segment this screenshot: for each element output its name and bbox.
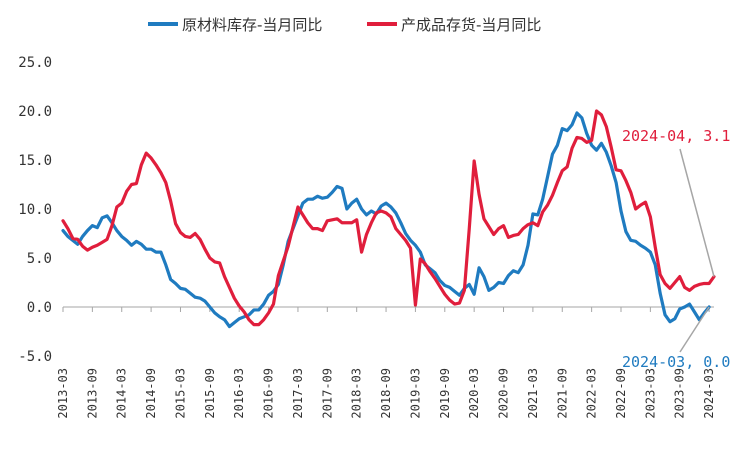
- y-tick-label: 15.0: [18, 153, 52, 169]
- x-tick-label: 2019-03: [408, 368, 422, 419]
- legend-label-finished-goods: 产成品存货-当月同比: [401, 16, 541, 34]
- x-tick-label: 2023-09: [673, 368, 687, 419]
- x-tick-label: 2022-03: [585, 368, 599, 419]
- series-lines: [61, 109, 716, 329]
- annotation-label: 2024-03, 0.0: [622, 353, 730, 371]
- x-tick-label: 2015-09: [203, 368, 217, 419]
- y-tick-label: -5.0: [18, 349, 52, 365]
- y-axis: 25.0 20.0 15.0 10.0 5.0 0.0 -5.0: [18, 55, 52, 365]
- y-tick-label: 0.0: [27, 300, 52, 316]
- x-tick-label: 2015-03: [173, 368, 187, 419]
- x-tick-label: 2024-03: [702, 368, 716, 419]
- x-tick-label: 2022-09: [614, 368, 628, 419]
- x-tick-label: 2017-09: [320, 368, 334, 419]
- annotation-leader-line: [679, 148, 715, 277]
- y-tick-label: 25.0: [18, 55, 52, 71]
- x-tick-label: 2019-09: [438, 368, 452, 419]
- annotation-label: 2024-04, 3.1: [622, 127, 730, 145]
- x-tick-label: 2018-09: [379, 368, 393, 419]
- x-tick-label: 2014-09: [144, 368, 158, 419]
- annotations: 2024-04, 3.1 2024-03, 0.0: [622, 127, 730, 371]
- series-line-finished-goods: [61, 109, 716, 327]
- legend-label-raw-material: 原材料库存-当月同比: [182, 16, 322, 34]
- y-tick-label: 20.0: [18, 104, 52, 120]
- x-tick-label: 2021-09: [555, 368, 569, 419]
- x-axis: 2013-03 2013-09 2014-03 2014-09 2015-03 2015-…: [56, 306, 716, 419]
- x-tick-label: 2016-09: [262, 368, 276, 419]
- x-tick-label: 2013-03: [56, 368, 70, 419]
- x-tick-label: 2020-09: [497, 368, 511, 419]
- x-tick-label: 2013-09: [85, 368, 99, 419]
- x-tick-label: 2017-03: [291, 368, 305, 419]
- y-tick-label: 5.0: [27, 251, 52, 267]
- annotation-leader-line: [679, 306, 710, 353]
- x-tick-label: 2014-03: [115, 368, 129, 419]
- x-tick-label: 2018-03: [350, 368, 364, 419]
- x-tick-label: 2021-03: [526, 368, 540, 419]
- legend: 原材料库存-当月同比 产成品存货-当月同比: [148, 16, 541, 34]
- y-tick-label: 10.0: [18, 202, 52, 218]
- x-tick-label: 2023-03: [643, 368, 657, 419]
- x-tick-label: 2016-03: [232, 368, 246, 419]
- x-tick-label: 2020-03: [467, 368, 481, 419]
- series-line-raw-material: [61, 111, 711, 329]
